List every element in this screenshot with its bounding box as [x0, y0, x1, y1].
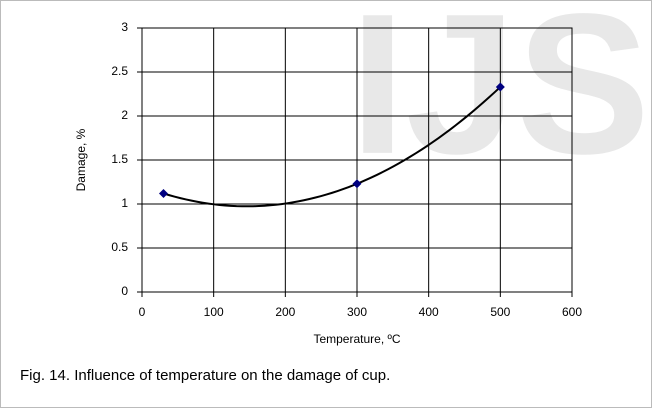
x-tick-label: 0 — [139, 305, 146, 319]
marker — [495, 82, 505, 92]
x-tick-label: 100 — [204, 305, 224, 319]
x-tick-label: 200 — [275, 305, 295, 319]
x-tick-label: 500 — [490, 305, 510, 319]
y-axis-label: Damage, % — [74, 128, 88, 191]
marker — [352, 179, 362, 189]
caption: Fig. 14. Influence of temperature on the… — [20, 367, 390, 384]
y-tick-label: 2.5 — [111, 64, 128, 78]
x-tick-label: 400 — [419, 305, 439, 319]
y-tick-label: 1.5 — [111, 152, 128, 166]
y-tick-label: 2 — [121, 108, 128, 122]
marker — [159, 188, 168, 198]
x-tick-label: 300 — [347, 305, 367, 319]
y-tick-label: 1 — [121, 196, 128, 210]
y-tick-label: 3 — [121, 20, 128, 34]
y-tick-label: 0 — [121, 284, 128, 298]
x-tick-label: 600 — [562, 305, 582, 319]
plot-border — [141, 27, 573, 293]
x-axis-label: Temperature, ºC — [313, 332, 400, 346]
y-tick-label: 0.5 — [111, 240, 128, 254]
trendline — [163, 86, 502, 208]
